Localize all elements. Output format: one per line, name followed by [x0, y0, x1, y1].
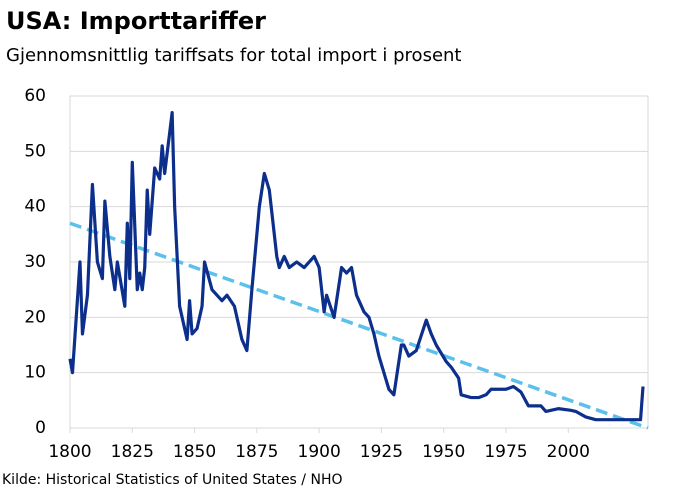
- trend-line: [69, 221, 649, 430]
- x-tick-label: 1925: [360, 442, 403, 462]
- y-tick-label: 20: [24, 307, 46, 327]
- chart-title: USA: Importtariffer: [6, 7, 266, 35]
- x-tick-label: 1950: [422, 442, 465, 462]
- y-tick-label: 40: [24, 197, 46, 217]
- y-tick-label: 50: [24, 141, 46, 161]
- x-tick-label: 1975: [484, 442, 527, 462]
- y-tick-label: 30: [24, 252, 46, 272]
- chart-subtitle: Gjennomsnittlig tariffsats for total imp…: [6, 45, 461, 66]
- y-tick-label: 60: [24, 86, 46, 106]
- source: Kilde: Historical Statistics of United S…: [2, 472, 342, 488]
- x-tick-label: 1875: [235, 442, 278, 462]
- x-tick-label: 1800: [48, 442, 91, 462]
- data-line: [68, 111, 645, 422]
- y-tick-label: 10: [24, 363, 46, 383]
- x-tick-label: 1900: [298, 442, 341, 462]
- x-tick-label: 1825: [111, 442, 154, 462]
- x-tick-label: 2000: [547, 442, 590, 462]
- y-tick-label: 0: [35, 418, 46, 438]
- x-tick-label: 1850: [173, 442, 216, 462]
